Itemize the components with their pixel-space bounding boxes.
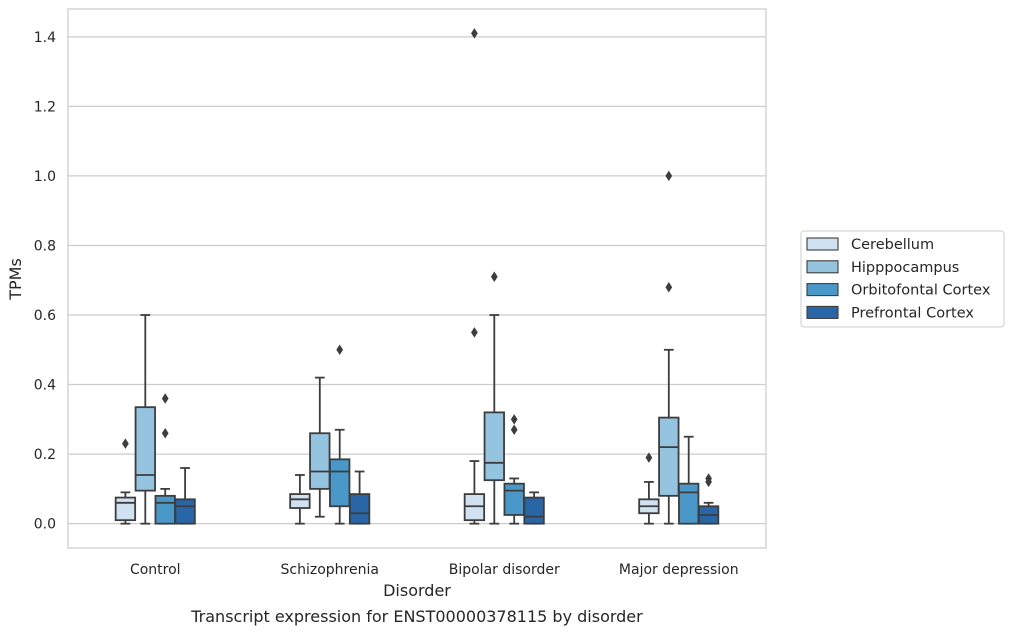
outlier-point: [161, 427, 169, 439]
x-tick-labels: Control Schizophrenia Bipolar disorder Majo…: [130, 562, 739, 578]
box-iqr: [289, 493, 311, 509]
outlier-point: [665, 170, 673, 182]
y-tick-label: 0.6: [34, 308, 56, 324]
outlier-point: [336, 344, 344, 356]
series-group: [154, 344, 700, 525]
box-groups: [114, 28, 720, 525]
legend-swatch: [806, 283, 839, 297]
series-group: [114, 28, 660, 525]
legend-swatch: [806, 305, 839, 319]
box-iqr: [154, 494, 176, 525]
outlier-point: [122, 438, 129, 449]
series-group: [174, 467, 720, 525]
box-iqr: [483, 411, 505, 482]
x-tick-label: Schizophrenia: [281, 562, 379, 578]
box-iqr: [503, 482, 525, 516]
legend-label: Hipppocampus: [851, 260, 959, 276]
legend-swatch: [806, 260, 839, 274]
outlier-point: [510, 414, 518, 425]
outlier-point: [705, 473, 712, 484]
box-iqr: [134, 406, 156, 492]
outlier-point: [161, 393, 169, 404]
x-axis-label: Disorder: [383, 581, 451, 600]
legend-label: Prefrontal Cortex: [851, 305, 974, 321]
y-axis-label: TPMs: [6, 258, 25, 301]
box-iqr: [523, 496, 545, 525]
box-iqr: [309, 432, 331, 490]
outlier-point: [510, 424, 518, 436]
legend: Cerebellum Hipppocampus Orbitofontal Corte…: [800, 230, 1005, 328]
y-tick-label: 0.0: [34, 517, 56, 533]
box-iqr: [348, 493, 371, 525]
legend-label: Cerebellum: [851, 237, 934, 253]
legend-frame: [800, 230, 1005, 328]
y-tick-label: 1.4: [34, 30, 56, 46]
outlier-point: [645, 452, 653, 463]
y-tick-label: 0.8: [34, 238, 56, 254]
y-tick-label: 0.4: [34, 378, 56, 394]
series-group: [134, 170, 680, 525]
legend-swatch: [806, 237, 839, 251]
outlier-point: [471, 327, 478, 338]
y-tick-labels: 0.0 0.2 0.4 0.6 0.8 1.0 1.2 1.4: [34, 30, 56, 533]
x-tick-label: Bipolar disorder: [449, 562, 560, 578]
x-tick-label: Control: [130, 562, 181, 578]
x-tick-label: Major depression: [619, 562, 739, 578]
plot-frame: [67, 8, 767, 549]
box-iqr: [329, 458, 351, 508]
box-iqr: [114, 496, 137, 522]
outlier-point: [665, 281, 673, 293]
chart-caption: Transcript expression for ENST0000037811…: [190, 607, 643, 626]
legend-entries: Cerebellum Hipppocampus Orbitofontal Corte…: [806, 237, 991, 321]
y-tick-label: 1.0: [34, 169, 56, 185]
box-iqr: [658, 416, 680, 497]
box-iqr: [678, 482, 700, 525]
y-tick-label: 0.2: [34, 447, 56, 463]
legend-label: Orbitofontal Cortex: [851, 283, 991, 299]
y-tick-label: 1.2: [34, 99, 56, 115]
box-iqr: [174, 498, 196, 525]
outlier-point: [490, 271, 498, 283]
outlier-point: [471, 28, 478, 39]
